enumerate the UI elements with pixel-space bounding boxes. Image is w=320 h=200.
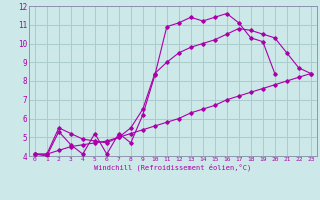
X-axis label: Windchill (Refroidissement éolien,°C): Windchill (Refroidissement éolien,°C) [94,164,252,171]
